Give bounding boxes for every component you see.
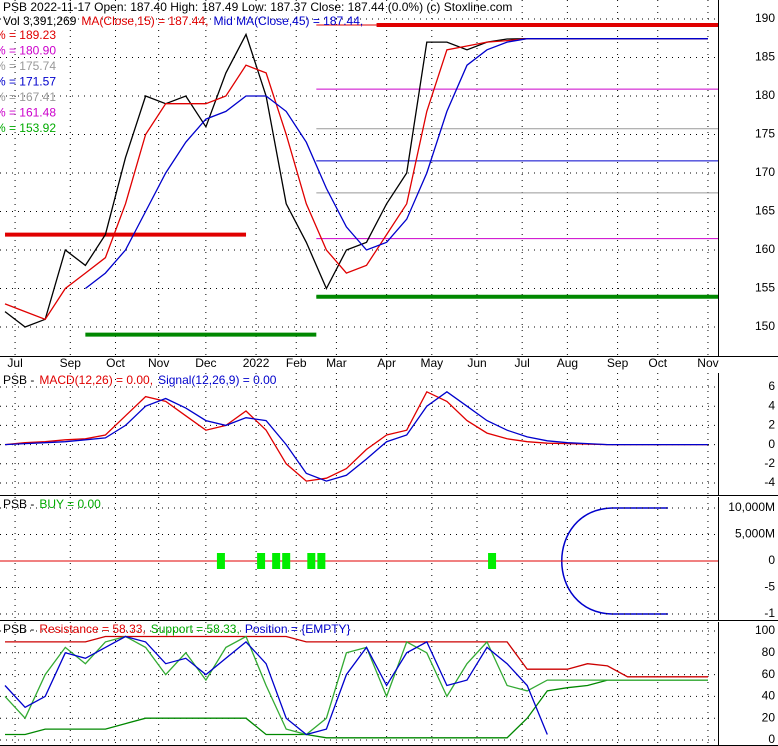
- y-tick-label: 150: [755, 319, 775, 333]
- y-tick-label: 6: [768, 379, 775, 393]
- series-line: [4, 635, 708, 736]
- buy-signal: [282, 553, 291, 569]
- y-tick-label: 0: [768, 437, 775, 451]
- x-tick-label: Mar: [326, 356, 347, 370]
- series-line: [5, 635, 708, 678]
- buy-signal: [257, 553, 266, 569]
- fib-label: 50% = 171.57: [0, 75, 56, 89]
- y-tick-label: -5: [764, 580, 775, 594]
- header-text: PSB -: [3, 622, 34, 636]
- header-text: PSB -: [3, 497, 34, 511]
- y-tick-label: 185: [755, 50, 775, 64]
- header-text: Resistance = 58.33,: [39, 622, 145, 636]
- y-tick-label: 10,000M: [728, 500, 775, 514]
- x-tick-label: Oct: [648, 356, 667, 370]
- y-tick-label: 0: [768, 553, 775, 567]
- header-text: Position = {EMPTY}: [245, 622, 351, 636]
- header-text: PSB 2022-11-17 Open: 187.40 High: 187.49…: [3, 0, 512, 14]
- x-tick-label: Sep: [60, 356, 82, 370]
- buy-signal: [216, 553, 225, 569]
- buy-signal: [272, 553, 281, 569]
- y-tick-label: 80: [762, 645, 776, 659]
- fib-label: 61% = 175.74: [0, 59, 56, 73]
- x-tick-label: 2022: [243, 356, 270, 370]
- header-text: Signal(12,26,9) = 0.00: [158, 373, 277, 387]
- header-text: MACD(12,26) = 0.00,: [39, 373, 153, 387]
- x-tick-label: Apr: [377, 356, 396, 370]
- y-tick-label: 165: [755, 204, 775, 218]
- y-tick-label: 40: [762, 689, 776, 703]
- series-line: [4, 635, 548, 736]
- fib-label: 23% = 161.48: [0, 106, 56, 120]
- y-tick-label: 180: [755, 88, 775, 102]
- x-tick-label: Nov: [148, 356, 169, 370]
- y-tick-label: 4: [768, 398, 775, 412]
- y-tick-label: -2: [764, 456, 775, 470]
- header-text: BUY = 0.00: [39, 497, 101, 511]
- header-text: Support = 58.33,: [151, 622, 240, 636]
- fib-label: 38% = 167.41: [0, 90, 56, 104]
- x-tick-label: Aug: [557, 356, 578, 370]
- y-tick-label: 60: [762, 667, 776, 681]
- y-tick-label: 100: [755, 623, 775, 637]
- header-text: MA(Close,15) = 187.44,: [81, 14, 208, 28]
- y-tick-label: 160: [755, 242, 775, 256]
- header-text: Vol 3,391,269: [3, 14, 77, 28]
- series-line: [85, 38, 708, 290]
- x-tick-label: May: [420, 356, 443, 370]
- buy-signal: [307, 553, 316, 569]
- y-tick-label: 5,000M: [735, 527, 775, 541]
- x-tick-label: Dec: [195, 356, 216, 370]
- header-text: PSB -: [3, 373, 34, 387]
- y-tick-label: 170: [755, 165, 775, 179]
- buy-signal: [317, 553, 326, 569]
- y-tick-label: 190: [755, 11, 775, 25]
- buy-signal: [488, 553, 497, 569]
- x-tick-label: Oct: [106, 356, 125, 370]
- y-tick-label: -4: [764, 475, 775, 489]
- y-tick-label: 0: [768, 732, 775, 746]
- fib-label: 100% = 189.23: [0, 28, 56, 42]
- x-tick-label: Sep: [607, 356, 629, 370]
- x-tick-label: Feb: [286, 356, 307, 370]
- series-line: [5, 679, 708, 739]
- buy-curve: [561, 507, 668, 615]
- y-tick-label: -1: [764, 606, 775, 620]
- series-line: [4, 391, 708, 482]
- x-tick-label: Nov: [697, 356, 718, 370]
- header-text: Mid MA(Close,45) = 187.44,: [213, 14, 363, 28]
- y-tick-label: 20: [762, 710, 776, 724]
- y-tick-label: 175: [755, 127, 775, 141]
- x-tick-label: Jul: [515, 356, 530, 370]
- y-tick-label: 2: [768, 418, 775, 432]
- y-tick-label: 155: [755, 281, 775, 295]
- x-tick-label: Jun: [467, 356, 486, 370]
- fib-label: 78% = 180.90: [0, 44, 56, 58]
- x-tick-label: Jul: [7, 356, 22, 370]
- fib-label: 0% = 153.92: [0, 121, 56, 135]
